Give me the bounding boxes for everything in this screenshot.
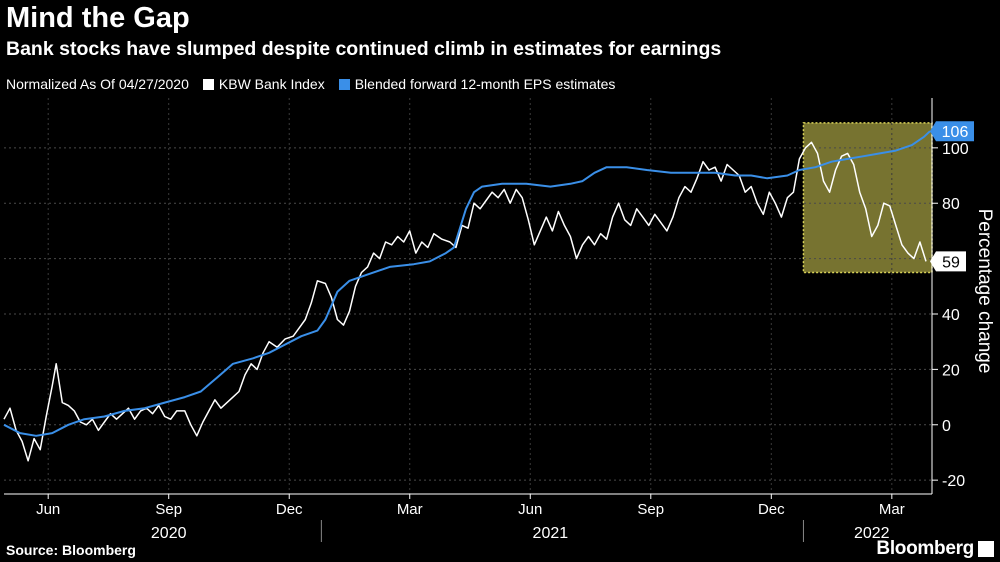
last-value-badge (930, 121, 974, 142)
x-tick-label: Sep (637, 501, 664, 518)
x-tick-label: Sep (155, 501, 182, 518)
last-value-text: 59 (942, 254, 960, 271)
y-tick-label: -20 (942, 473, 965, 490)
bloomberg-logo: Bloomberg (876, 538, 974, 559)
legend-note: Normalized As Of 04/27/2020 (6, 76, 189, 92)
legend-note-label: Normalized As Of 04/27/2020 (6, 76, 189, 92)
year-label: 2020 (151, 525, 187, 542)
y-tick-label: 80 (942, 196, 960, 213)
legend-swatch-eps (338, 78, 350, 90)
y-axis-title: Percentage change (974, 209, 995, 374)
y-tick-label: 0 (942, 418, 951, 435)
last-value-kbw: 59 (930, 251, 966, 272)
last-value-eps: 106 (930, 121, 974, 142)
legend: Normalized As Of 04/27/2020 KBW Bank Ind… (6, 76, 629, 92)
last-value-text: 106 (942, 124, 969, 141)
year-label: 2021 (533, 525, 569, 542)
series-line-eps (3, 130, 931, 437)
legend-item-kbw: KBW Bank Index (202, 76, 325, 92)
chart-title: Mind the Gap (6, 2, 190, 34)
x-tick-label: Mar (397, 501, 423, 518)
legend-label-eps: Blended forward 12-month EPS estimates (354, 76, 616, 92)
x-tick-label: Dec (758, 501, 785, 518)
year-label: 2022 (854, 525, 890, 542)
last-value-badge (930, 251, 966, 272)
x-tick-label: Jun (36, 501, 60, 518)
x-tick-label: Jun (518, 501, 542, 518)
bloomberg-logo-mark (978, 541, 994, 557)
x-tick-label: Dec (276, 501, 303, 518)
legend-swatch-kbw (202, 78, 214, 90)
legend-label-kbw: KBW Bank Index (218, 76, 325, 92)
y-tick-label: 40 (942, 307, 960, 324)
source-note: Source: Bloomberg (6, 542, 136, 558)
legend-item-eps: Blended forward 12-month EPS estimates (338, 76, 616, 92)
y-tick-label: 20 (942, 362, 960, 379)
series-line-kbw (3, 141, 927, 462)
x-tick-label: Mar (879, 501, 905, 518)
chart-subtitle: Bank stocks have slumped despite continu… (6, 38, 722, 60)
y-tick-label: 100 (942, 141, 969, 158)
